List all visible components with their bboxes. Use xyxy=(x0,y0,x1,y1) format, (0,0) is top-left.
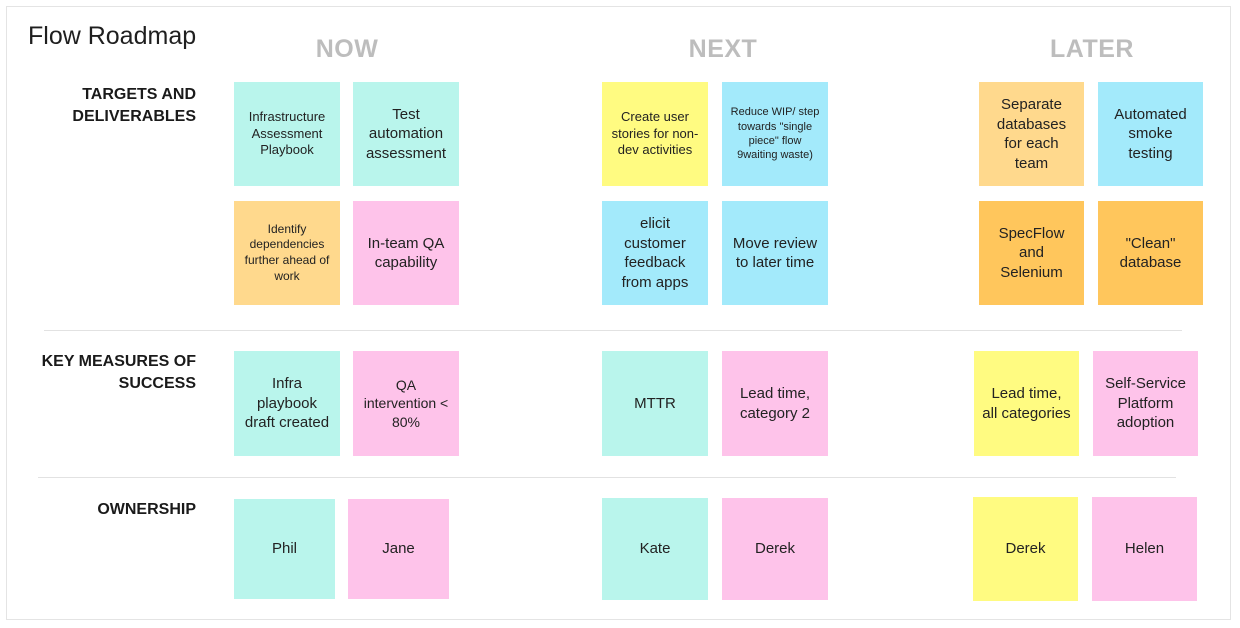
sticky-note-inteam-qa[interactable]: In-team QA capability xyxy=(353,201,459,305)
board-title: Flow Roadmap xyxy=(28,22,197,50)
sticky-note-infra-draft[interactable]: Infra playbook draft created xyxy=(234,351,340,456)
sticky-note-identify-dependencies[interactable]: Identify dependencies further ahead of w… xyxy=(234,201,340,305)
sticky-note-owner-derek-later[interactable]: Derek xyxy=(973,497,1078,601)
column-header-now: NOW xyxy=(315,35,379,63)
sticky-note-owner-jane[interactable]: Jane xyxy=(348,499,449,599)
sticky-note-separate-databases[interactable]: Separate databases for each team xyxy=(979,82,1084,186)
sticky-note-smoke-testing[interactable]: Automated smoke testing xyxy=(1098,82,1203,186)
sticky-note-lead-time-all[interactable]: Lead time, all categories xyxy=(974,351,1079,456)
row-divider xyxy=(44,330,1182,331)
sticky-note-owner-derek-next[interactable]: Derek xyxy=(722,498,828,600)
row-divider xyxy=(38,477,1176,478)
sticky-note-self-service[interactable]: Self-Service Platform adoption xyxy=(1093,351,1198,456)
sticky-note-infra-playbook[interactable]: Infrastructure Assessment Playbook xyxy=(234,82,340,186)
sticky-note-lead-time-cat2[interactable]: Lead time, category 2 xyxy=(722,351,828,456)
column-header-next: NEXT xyxy=(688,35,758,63)
column-header-later: LATER xyxy=(1050,35,1134,63)
row-label-targets: TARGETS AND DELIVERABLES xyxy=(72,86,196,125)
sticky-note-clean-database[interactable]: "Clean" database xyxy=(1098,201,1203,305)
sticky-note-specflow[interactable]: SpecFlow and Selenium xyxy=(979,201,1084,305)
sticky-note-owner-phil[interactable]: Phil xyxy=(234,499,335,599)
sticky-note-elicit-feedback[interactable]: elicit customer feedback from apps xyxy=(602,201,708,305)
sticky-note-reduce-wip[interactable]: Reduce WIP/ step towards "single piece" … xyxy=(722,82,828,186)
sticky-note-move-review[interactable]: Move review to later time xyxy=(722,201,828,305)
row-label-ownership: OWNERSHIP xyxy=(97,501,196,518)
row-label-measures: KEY MEASURES OF SUCCESS xyxy=(41,353,196,392)
sticky-note-owner-helen[interactable]: Helen xyxy=(1092,497,1197,601)
sticky-note-mttr[interactable]: MTTR xyxy=(602,351,708,456)
sticky-note-create-stories[interactable]: Create user stories for non-dev activiti… xyxy=(602,82,708,186)
sticky-note-owner-kate[interactable]: Kate xyxy=(602,498,708,600)
sticky-note-test-automation[interactable]: Test automation assessment xyxy=(353,82,459,186)
sticky-note-qa-intervention[interactable]: QA intervention < 80% xyxy=(353,351,459,456)
